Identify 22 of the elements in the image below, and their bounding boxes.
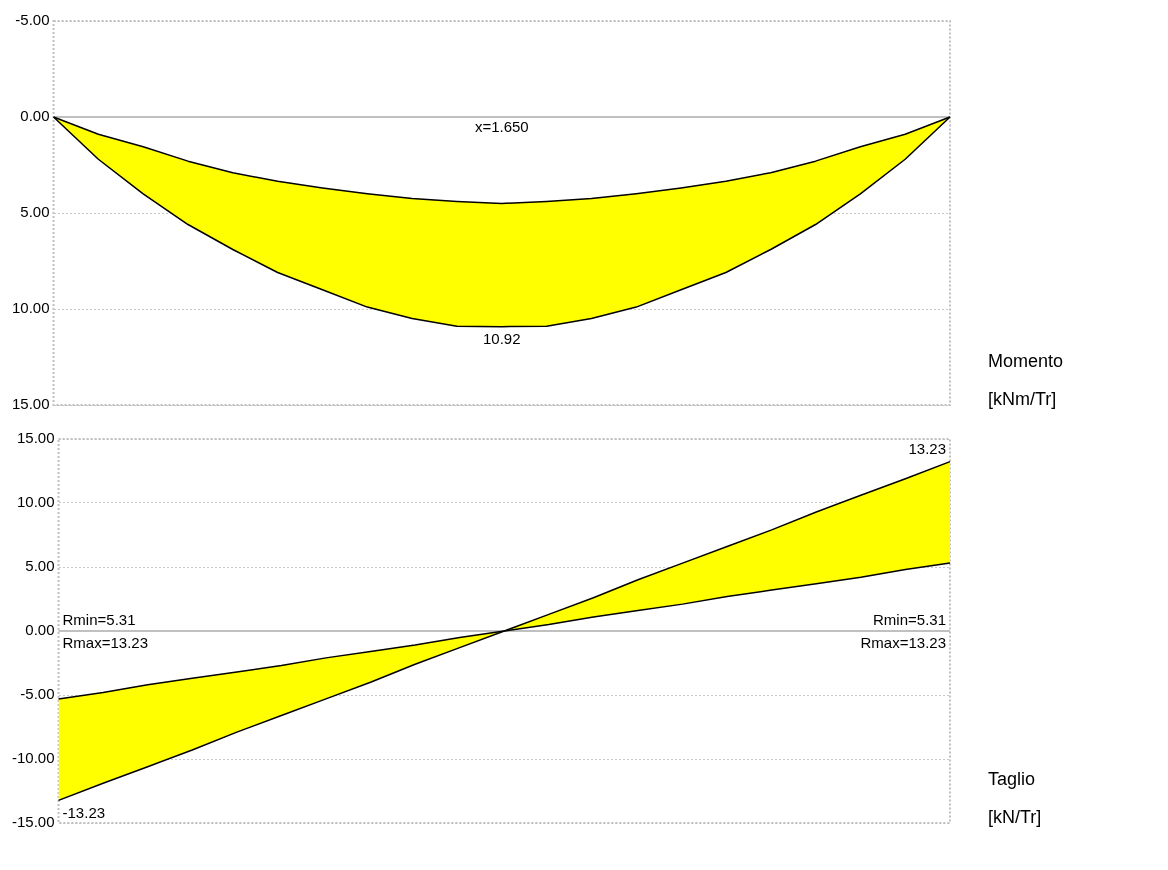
annotation: Rmax=13.23 (860, 633, 946, 651)
y-tick-label: -10.00 (11, 749, 55, 767)
data-label: 13.23 (908, 440, 946, 458)
y-tick-label: 0.00 (20, 107, 50, 125)
annotation: x=1.650 (474, 117, 529, 135)
annotation: Rmin=5.31 (873, 610, 946, 628)
y-tick-label: 15.00 (16, 429, 55, 447)
y-tick-label: -5.00 (15, 11, 50, 29)
data-label: 10.92 (482, 330, 521, 348)
y-tick-label: 0.00 (25, 621, 55, 639)
data-label: -13.23 (62, 803, 106, 821)
y-tick-label: 10.00 (16, 493, 55, 511)
y-tick-label: 5.00 (20, 203, 50, 221)
y-tick-label: 5.00 (25, 557, 55, 575)
y-tick-label: -15.00 (11, 813, 55, 831)
annotation: Rmin=5.31 (62, 610, 136, 628)
y-axis-title: Taglio [kN/Tr] (988, 768, 1043, 829)
y-tick-label: 10.00 (11, 299, 50, 317)
y-tick-label: 15.00 (11, 395, 50, 413)
annotation: Rmax=13.23 (62, 633, 148, 651)
y-tick-label: -5.00 (20, 685, 55, 703)
y-axis-title: Momento [kNm/Tr] (988, 350, 1065, 411)
